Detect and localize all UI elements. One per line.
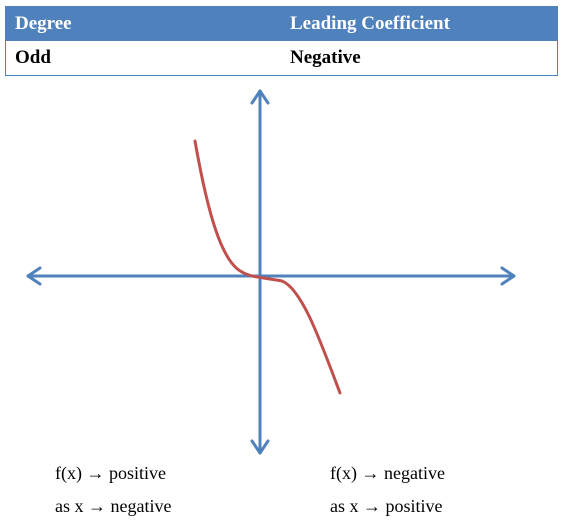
- x-axis-right-arrow-icon: [500, 266, 516, 286]
- cubic-curve: [193, 139, 342, 395]
- right-note-line1: f(x) → negative: [330, 463, 445, 483]
- cell-coefficient-value: Negative: [290, 47, 361, 68]
- header-degree: Degree: [15, 13, 72, 34]
- y-axis-up-arrow-icon: [250, 89, 270, 105]
- left-note-line1: f(x) → positive: [55, 463, 166, 483]
- cell-degree-value: Odd: [15, 47, 51, 68]
- table-header-row: Degree Leading Coefficient: [6, 7, 557, 41]
- header-leading-coefficient: Leading Coefficient: [290, 13, 450, 34]
- left-note-line2: as x → negative: [55, 496, 172, 516]
- info-table: Degree Leading Coefficient Odd Negative: [5, 6, 558, 76]
- y-axis-down-arrow-icon: [250, 439, 270, 455]
- axes: [26, 89, 516, 455]
- x-axis-left-arrow-icon: [26, 266, 42, 286]
- right-note-line2: as x → positive: [330, 496, 443, 516]
- table-row: Odd Negative: [6, 41, 557, 75]
